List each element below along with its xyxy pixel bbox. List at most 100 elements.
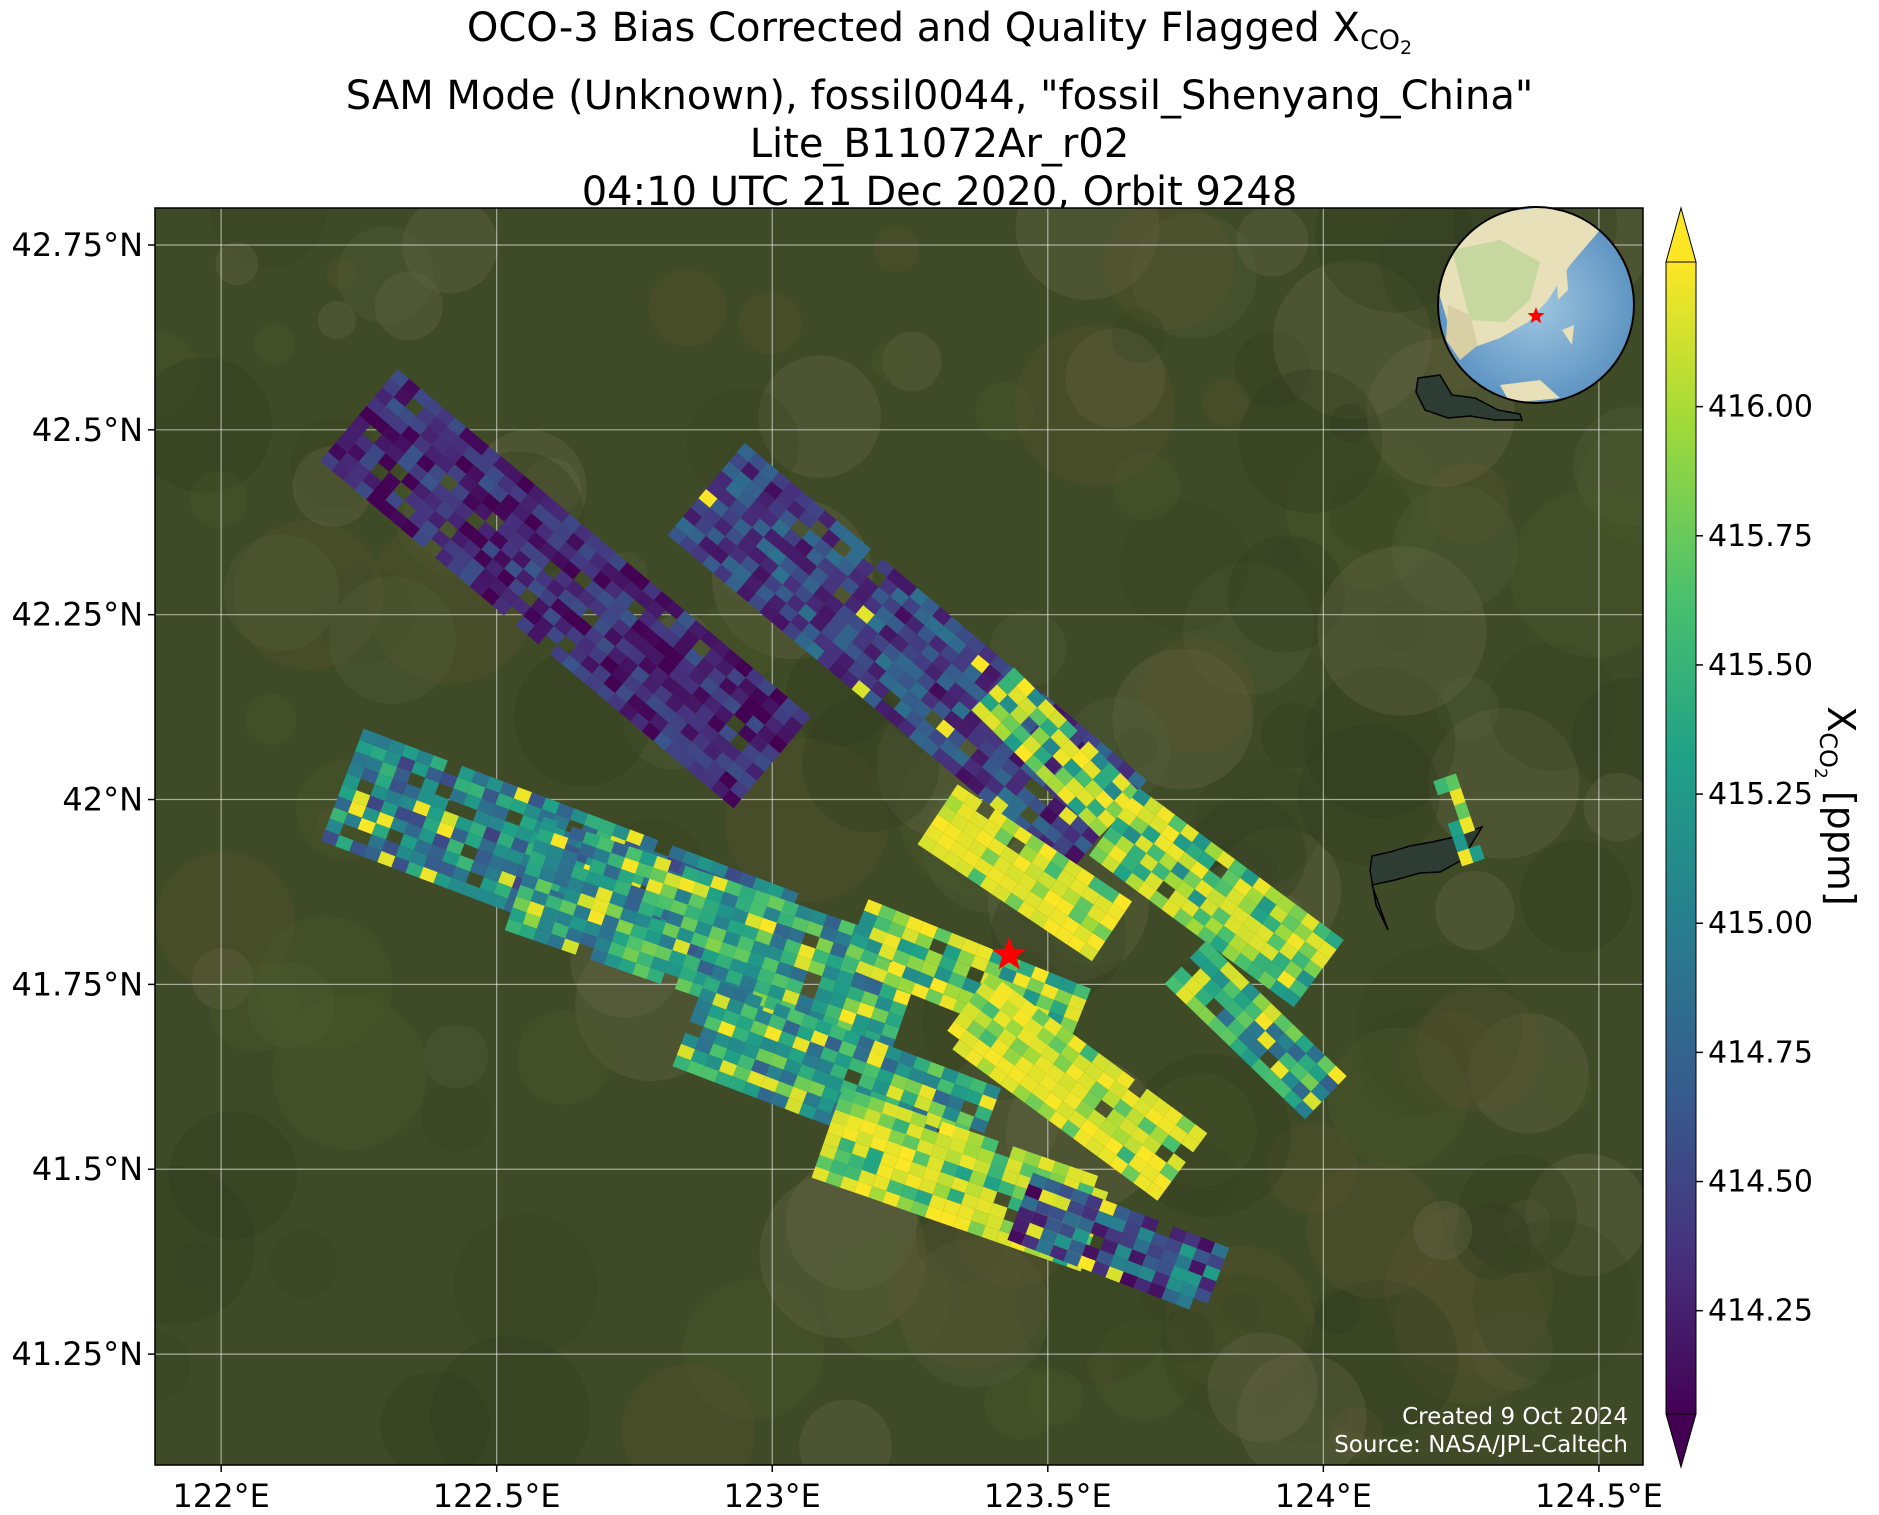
xco2-cell [909, 634, 929, 654]
xco2-cell [724, 866, 743, 884]
xco2-cell [904, 1078, 923, 1096]
xco2-cell [1294, 1100, 1314, 1120]
xco2-cell [983, 1047, 1003, 1067]
xco2-cell [333, 796, 353, 813]
xco2-cell [970, 748, 990, 768]
xco2-cell [897, 977, 916, 994]
xco2-cell [753, 706, 773, 725]
xco2-cell [485, 776, 504, 793]
xco2-cell [1031, 1083, 1051, 1102]
xco2-cell [435, 454, 455, 474]
xco2-cell [722, 930, 741, 947]
xco2-cell [893, 606, 914, 625]
xco2-cell [1182, 870, 1202, 890]
xco2-cell [496, 831, 515, 849]
terrain-patch [1537, 1060, 1592, 1115]
xco2-cell [1038, 1073, 1059, 1093]
xco2-cell [702, 554, 722, 574]
xco2-cell [1194, 987, 1214, 1007]
map-panel[interactable]: Created 9 Oct 2024 Source: NASA/JPL-Calt… [98, 141, 1697, 1498]
xco2-cell [755, 584, 775, 603]
xco2-cell [1013, 826, 1033, 845]
xco2-cell [704, 1054, 724, 1071]
xco2-cell [584, 626, 604, 646]
xco2-cell [1087, 904, 1107, 923]
xco2-cell [1144, 871, 1164, 891]
xco2-cell [825, 953, 844, 970]
xco2-cell [850, 974, 869, 991]
xco2-cell [523, 803, 542, 821]
xco2-cell [585, 533, 605, 553]
xco2-cell [408, 463, 428, 483]
xco2-cell [1056, 1183, 1076, 1200]
xco2-cell [481, 586, 501, 606]
xco2-cell [1216, 850, 1236, 870]
xco2-cell [1089, 1081, 1109, 1100]
xco2-cell [881, 1023, 900, 1040]
terrain-patch [1158, 1309, 1214, 1364]
xco2-cell [867, 1096, 886, 1114]
xco2-cell [954, 1165, 973, 1182]
xco2-cell [596, 542, 616, 562]
xco2-cell [871, 1079, 891, 1096]
xco2-cell [1149, 1125, 1169, 1145]
xco2-cell [970, 654, 990, 674]
xco2-cell [873, 916, 892, 933]
xco2-cell [1016, 677, 1036, 697]
xco2-cell [821, 576, 841, 595]
xco2-cell [486, 815, 506, 832]
lon-tick-label: 123°E [724, 1477, 821, 1515]
xco2-cell [551, 922, 570, 939]
xco2-cell [1120, 1089, 1140, 1108]
terrain-patch [174, 1241, 220, 1288]
xco2-cell [713, 470, 733, 490]
xco2-cell [468, 821, 487, 838]
xco2-cell [397, 755, 416, 773]
xco2-cell [1238, 896, 1258, 916]
xco2-cell [1135, 1145, 1155, 1164]
xco2-cell [370, 784, 389, 801]
xco2-cell [500, 820, 520, 838]
xco2-cell [607, 941, 626, 958]
terrain-patch [1118, 501, 1249, 632]
xco2-cell [741, 743, 761, 763]
xco2-cell [411, 761, 430, 778]
xco2-cell [1091, 1260, 1110, 1278]
xco2-cell [1281, 913, 1301, 933]
xco2-cell [1245, 887, 1265, 906]
xco2-cell [427, 844, 447, 861]
xco2-cell [989, 748, 1009, 768]
xco2-soundings[interactable] [320, 369, 1485, 1310]
xco2-cell [862, 1062, 881, 1080]
target-star-icon[interactable] [992, 936, 1027, 970]
xco2-cell [1291, 950, 1311, 970]
xco2-cell [829, 1159, 848, 1177]
xco2-cell [1090, 1221, 1109, 1239]
xco2-cell [523, 559, 543, 579]
xco2-cell [1118, 1117, 1138, 1137]
xco2-cell [672, 685, 692, 705]
terrain-patch [1571, 677, 1643, 802]
xco2-cell [496, 474, 517, 494]
xco2-cell [989, 655, 1009, 674]
xco2-cell [850, 932, 869, 950]
xco2-cell [1054, 926, 1074, 945]
xco2-cell [1181, 1133, 1201, 1153]
xco2-cell [1109, 1155, 1129, 1174]
terrain-patch [1221, 1292, 1260, 1331]
xco2-cell [1028, 707, 1048, 727]
xco2-cell [691, 732, 711, 752]
xco2-cell [615, 590, 635, 609]
xco2-cell [530, 597, 551, 617]
colorbar-extend-high [1665, 206, 1697, 263]
xco2-cell [882, 1191, 901, 1208]
xco2-cell [844, 595, 864, 615]
xco2-cell [729, 499, 749, 518]
xco2-cell [1018, 697, 1038, 716]
xco2-cell [901, 643, 921, 663]
xco2-cell [966, 635, 986, 655]
xco2-cell [382, 378, 402, 398]
xco2-cell [707, 714, 727, 734]
xco2-cell [743, 963, 762, 980]
xco2-cell [475, 888, 494, 905]
